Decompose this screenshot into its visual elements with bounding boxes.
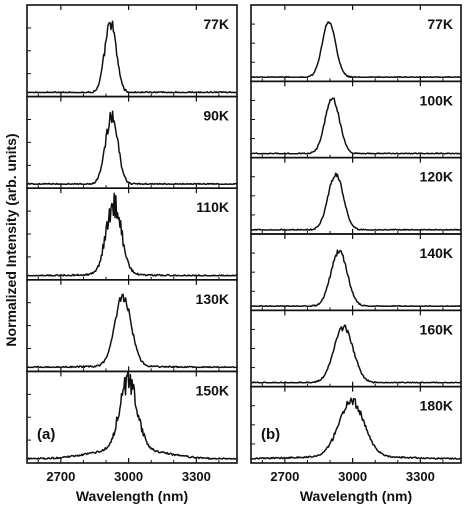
temperature-label: 180K [420,398,453,414]
temperature-label: 100K [420,92,453,108]
spectrum-line [250,249,462,308]
temperature-label: 77K [203,16,229,32]
spectrum-line [26,293,238,369]
x-tick-label: 2700 [46,469,75,484]
panel-label: (b) [261,426,280,443]
temperature-label: 77K [427,16,453,32]
temperature-label: 110K [196,199,229,215]
spectrum-line [251,21,461,79]
spectrum-line [251,324,462,384]
temperature-label: 90K [203,108,229,124]
panel-a: 77K 90K 110K 130K 150K (a) 2700 3000 3300 Wavelen… [26,4,238,504]
spectrum-line [251,97,462,155]
spectrum-line [250,397,462,460]
panel-label: (a) [37,426,55,443]
spectrum-line [27,110,238,185]
temperature-label: 130K [196,291,229,307]
x-tick-label: 3300 [182,469,211,484]
x-tick-label: 2700 [270,469,299,484]
y-axis-label: Normalized Intensity (arb. units) [3,133,19,346]
spectrum-line [26,20,237,94]
spectrum-line [27,370,238,460]
x-tick-label: 3300 [406,469,435,484]
x-axis-label: Wavelength (nm) [76,488,188,504]
temperature-label: 140K [420,245,453,261]
x-axis-label: Wavelength (nm) [300,488,412,504]
spectrum-line [251,172,462,231]
x-tick-label: 3000 [338,469,367,484]
x-tick-label: 3000 [114,469,143,484]
temperature-label: 160K [420,321,453,337]
spectrum-line [26,192,238,277]
temperature-label: 150K [196,382,229,398]
temperature-label: 120K [420,169,453,185]
panel-b: 77K 100K 120K 140K 160K 180K (b) 2700 3000 3300 Wa… [250,4,462,504]
